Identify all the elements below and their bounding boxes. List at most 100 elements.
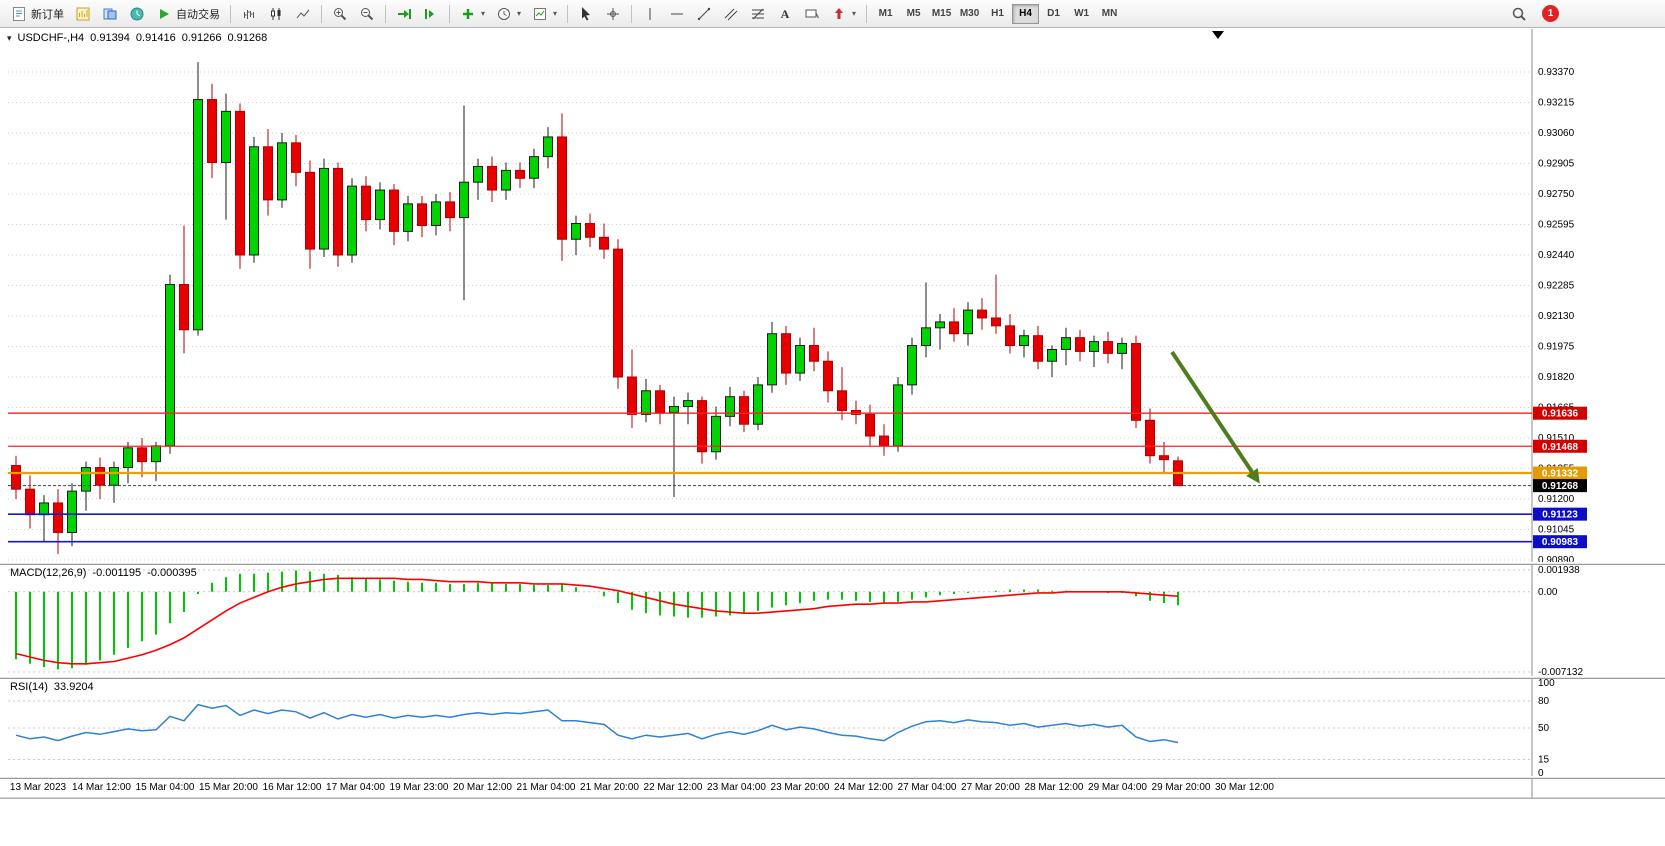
svg-text:A: A: [781, 7, 790, 21]
candle-body: [865, 413, 875, 437]
auto-trading-button[interactable]: 自动交易: [151, 3, 225, 25]
candle-body: [935, 321, 945, 329]
periods-button[interactable]: ▾: [491, 3, 526, 25]
candle-body: [683, 400, 693, 408]
candlestick-icon: [271, 7, 281, 20]
rsi-scale-label: 15: [1538, 755, 1550, 766]
notification-badge[interactable]: 1: [1542, 5, 1559, 22]
crosshair-icon: [607, 7, 620, 20]
indicators-plus-icon: [463, 8, 473, 19]
time-axis-label: 20 Mar 12:00: [453, 782, 512, 793]
horizontal-line-button[interactable]: [664, 3, 690, 25]
time-axis-label: 19 Mar 23:00: [390, 782, 449, 793]
text-tool-button[interactable]: A: [772, 3, 798, 25]
price-tick-label: 0.90890: [1538, 555, 1575, 566]
zoom-in-button[interactable]: [327, 3, 353, 25]
quote-open: 0.91394: [90, 32, 130, 44]
candle-body: [711, 415, 721, 453]
chart-shift-button[interactable]: [418, 3, 444, 25]
zoom-out-button[interactable]: [354, 3, 380, 25]
time-axis-label: 21 Mar 20:00: [580, 782, 639, 793]
price-tick-label: 0.91975: [1538, 342, 1575, 353]
candle-body: [403, 203, 413, 232]
time-axis-label: 28 Mar 12:00: [1025, 782, 1084, 793]
current-price-badge-label: 0.91268: [1542, 481, 1579, 492]
new-order-button[interactable]: 新订单: [6, 3, 69, 25]
candle-body: [949, 321, 959, 335]
trendline-button[interactable]: [691, 3, 717, 25]
timeframe-w1-button[interactable]: W1: [1074, 8, 1090, 19]
candle-body: [193, 99, 203, 331]
candle-body: [459, 181, 469, 219]
candle-body: [53, 502, 63, 533]
fibonacci-button[interactable]: [745, 3, 771, 25]
timeframe-h1-button[interactable]: H1: [991, 8, 1004, 19]
timeframe-mn-button[interactable]: MN: [1101, 8, 1118, 19]
cursor-button[interactable]: [573, 3, 599, 25]
line-chart-button[interactable]: [290, 3, 316, 25]
pane-separator-macd-rsi[interactable]: [0, 676, 1665, 679]
price-tick-label: 0.93370: [1538, 67, 1575, 78]
candle-body: [277, 142, 287, 201]
time-axis-label: 23 Mar 20:00: [771, 782, 830, 793]
auto-scroll-icon: [398, 8, 411, 19]
channel-icon: [724, 8, 738, 20]
fibonacci-icon: [752, 8, 765, 19]
price-tick-label: 0.92750: [1538, 189, 1575, 200]
time-axis-label: 13 Mar 2023: [10, 782, 67, 793]
candle-body: [767, 333, 777, 386]
text-label-button[interactable]: [799, 3, 825, 25]
bar-chart-button[interactable]: [236, 3, 262, 25]
rsi-line: [15, 703, 1179, 744]
main-toolbar: 新订单 自动交易: [0, 0, 1665, 28]
template-icon: [534, 7, 547, 20]
timeframe-m5-button[interactable]: M5: [906, 8, 921, 19]
candle-body: [109, 467, 119, 486]
price-level-badge: [1533, 406, 1587, 420]
arrow-shape-icon: [835, 7, 844, 19]
timeframe-m1-button[interactable]: M1: [878, 8, 893, 19]
indicators-button[interactable]: ▾: [455, 3, 490, 25]
candle-body: [137, 447, 147, 463]
zoom-out-icon: [361, 7, 374, 20]
channel-button[interactable]: [718, 3, 744, 25]
profiles-button[interactable]: [97, 3, 123, 25]
toolbar-separator: [321, 4, 322, 23]
price-tick-label: 0.91200: [1538, 494, 1575, 505]
templates-button[interactable]: ▾: [527, 3, 562, 25]
time-axis-label: 16 Mar 12:00: [263, 782, 322, 793]
pane-separator-rsi-timeaxis[interactable]: [0, 776, 1665, 779]
candlestick-chart-button[interactable]: [263, 3, 289, 25]
timeframe-m15-button[interactable]: M15: [931, 8, 952, 19]
text-icon: A: [781, 7, 790, 21]
search-button[interactable]: [1506, 3, 1532, 25]
price-level-badge: [1533, 535, 1587, 549]
candle-body: [515, 169, 525, 179]
chart-symbol-timeframe: USDCHF-,H4: [17, 32, 85, 44]
candle-body: [235, 110, 245, 256]
timeframe-d1-button[interactable]: D1: [1047, 8, 1060, 19]
one-click-trading-toggle[interactable]: ▾: [7, 32, 12, 43]
timeframe-h4-button[interactable]: H4: [1012, 3, 1040, 24]
auto-scroll-button[interactable]: [391, 3, 417, 25]
candle-body: [207, 99, 217, 164]
pane-separator-main-macd[interactable]: [0, 562, 1665, 565]
crosshair-button[interactable]: [600, 3, 626, 25]
candle-body: [795, 345, 805, 374]
timeframe-m30-button[interactable]: M30: [959, 8, 980, 19]
time-axis-label: 29 Mar 04:00: [1088, 782, 1147, 793]
market-watch-button[interactable]: [124, 3, 150, 25]
time-axis-label: 30 Mar 12:00: [1215, 782, 1274, 793]
rsi-scale-label: 100: [1538, 678, 1555, 689]
candle-body: [879, 435, 889, 447]
price-level-badge: [1533, 507, 1587, 521]
arrows-tool-button[interactable]: ▾: [826, 3, 861, 25]
candle-body: [333, 167, 343, 256]
rsi-name: RSI(14): [10, 681, 48, 693]
candle-body: [11, 465, 21, 490]
vertical-line-button[interactable]: [637, 3, 663, 25]
price-level-badge-label: 0.91636: [1542, 409, 1579, 420]
new-chart-button[interactable]: [70, 3, 96, 25]
candle-body: [641, 390, 651, 415]
candle-body: [1047, 348, 1057, 362]
